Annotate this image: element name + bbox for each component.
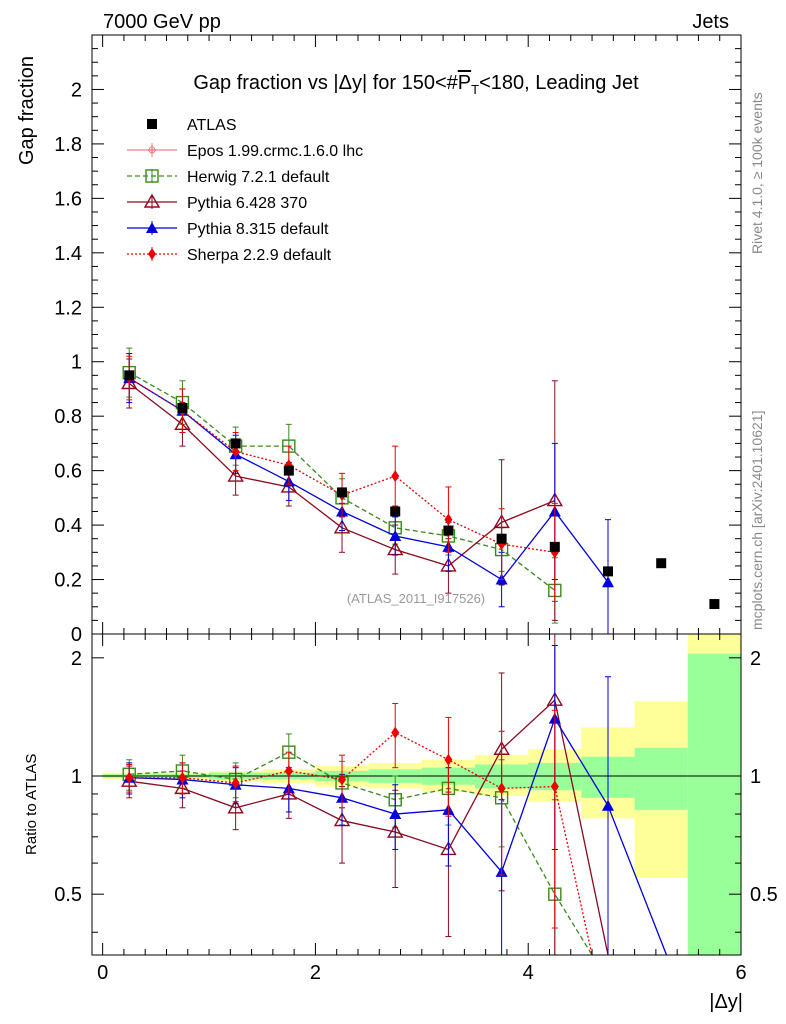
ratio-y-tick-label-right: 1 [750,766,761,788]
y-tick-label: 1.2 [54,297,82,319]
axis-ticks: 0 2 4 600.20.40.60.811.21.41.61.820.5 0.51 12… [54,34,778,984]
x-tick-label: 6 [735,962,746,984]
title-post: <180, Leading Jet [479,72,639,94]
header-right: Jets [692,11,729,33]
ratio-point-sherpa-2-2-9-default [338,773,347,786]
y-tick-label: 1 [71,352,82,374]
y-tick-label: 1.4 [54,243,82,265]
ratio-line-herwig-7-2-1-default [129,751,593,955]
legend-label: Pythia 8.315 default [187,221,329,238]
ratio-point-sherpa-2-2-9-default [284,764,293,777]
y-axis-label: Gap fraction [16,56,38,165]
atlas-data-point [390,506,401,517]
x-tick-label: 2 [310,962,321,984]
ratio-point-sherpa-2-2-9-default [391,726,400,739]
x-axis-label: |Δy| [709,991,743,1013]
series-point-pythia-8-315-default [602,576,615,588]
ratio-panel-frame [91,633,742,956]
ratio-point-sherpa-2-2-9-default [231,776,240,789]
legend-marker [147,119,157,129]
atlas-data-point [443,525,454,536]
legend-marker-ring [148,146,156,154]
atlas-data-point [549,541,560,552]
atlas-data-point [283,465,294,476]
atlas-data-point [496,533,507,544]
series-line-pythia-8-315-default [128,377,609,583]
y-tick-label: 0.6 [54,461,82,483]
series-point-sherpa-2-2-9-default [444,513,453,526]
rivet-label: Rivet 4.1.0, ≥ 100k events [749,92,765,254]
band-green [687,653,741,955]
x-tick-label: 0 [97,962,108,984]
header-left: 7000 GeV pp [103,11,221,33]
atlas-data-point [230,438,241,449]
y-tick-label: 0.4 [54,515,82,537]
ratio-point-pythia-8-315-default [602,799,615,811]
legend-marker [146,222,158,233]
atlas-data-point [656,558,667,569]
atlas-data-points [124,370,720,610]
legend-label: Pythia 6.428 370 [187,195,307,212]
y-tick-label: 1.8 [54,134,82,156]
watermark: (ATLAS_2011_I917526) [347,591,485,606]
title-p: P [458,72,471,94]
legend-marker [143,193,161,208]
legend: ATLAS Epos 1.99.crmc.1.6.0 lhc Herwig 7.2.… [127,117,363,264]
ratio-y-tick-label-right: 2 [750,648,761,670]
ratio-point-sherpa-2-2-9-default [125,771,134,784]
ratio-point-sherpa-2-2-9-default [497,782,506,795]
ratio-panel-series [121,634,668,955]
y-tick-label: 1.6 [54,188,82,210]
series-point-pythia-6-428-370 [227,467,244,482]
ratio-uncertainty-band [92,634,741,955]
legend-label: Herwig 7.2.1 default [187,169,330,186]
title-sub: T [471,82,479,97]
ratio-point-pythia-8-315-default [389,808,402,820]
legend-label: ATLAS [187,117,237,134]
legend-marker [148,248,156,260]
chart-title: Gap fraction vs |Δy| for 150<#PT<180, Le… [193,72,639,97]
legend-label: Epos 1.99.crmc.1.6.0 lhc [187,143,363,160]
y-tick-label: 2 [71,79,82,101]
y-tick-label: 0.2 [54,570,82,592]
ratio-point-pythia-6-428-370 [333,812,351,827]
ratio-point-sherpa-2-2-9-default [550,780,559,793]
atlas-data-point [124,370,135,381]
atlas-data-point [709,599,720,610]
ratio-point-sherpa-2-2-9-default [178,771,187,784]
legend-label: Sherpa 2.2.9 default [187,247,332,264]
atlas-data-point [177,403,188,414]
title-pre: Gap fraction vs |Δy| for 150<# [193,72,458,94]
series-point-pythia-6-428-370 [333,519,351,534]
ratio-y-tick-label: 1 [71,766,82,788]
ratio-y-axis-label: Ratio to ATLAS [23,754,40,855]
series-point-sherpa-2-2-9-default [391,470,400,483]
series-point-sherpa-2-2-9-default [231,445,240,458]
ratio-line-sherpa-2-2-9-default [129,731,593,955]
series-point-pythia-8-315-default [389,529,402,541]
y-tick-label: 0.8 [54,406,82,428]
atlas-data-point [603,566,614,577]
x-tick-label: 4 [523,962,534,984]
legend-marker [145,169,159,183]
ratio-y-tick-label-right: 0.5 [750,884,778,906]
band-green [634,747,688,810]
ratio-y-tick-label: 2 [71,648,82,670]
main-panel-series [121,347,615,634]
ratio-y-tick-label: 0.5 [54,884,82,906]
mcplots-label: mcplots.cern.ch [arXiv:2401.10621] [749,411,765,630]
ratio-line-pythia-6-428-370 [129,698,609,955]
ratio-point-sherpa-2-2-9-default [444,753,453,766]
y-tick-label: 0 [71,624,82,646]
ratio-point-pythia-6-428-370 [227,799,244,814]
atlas-data-point [337,487,348,498]
